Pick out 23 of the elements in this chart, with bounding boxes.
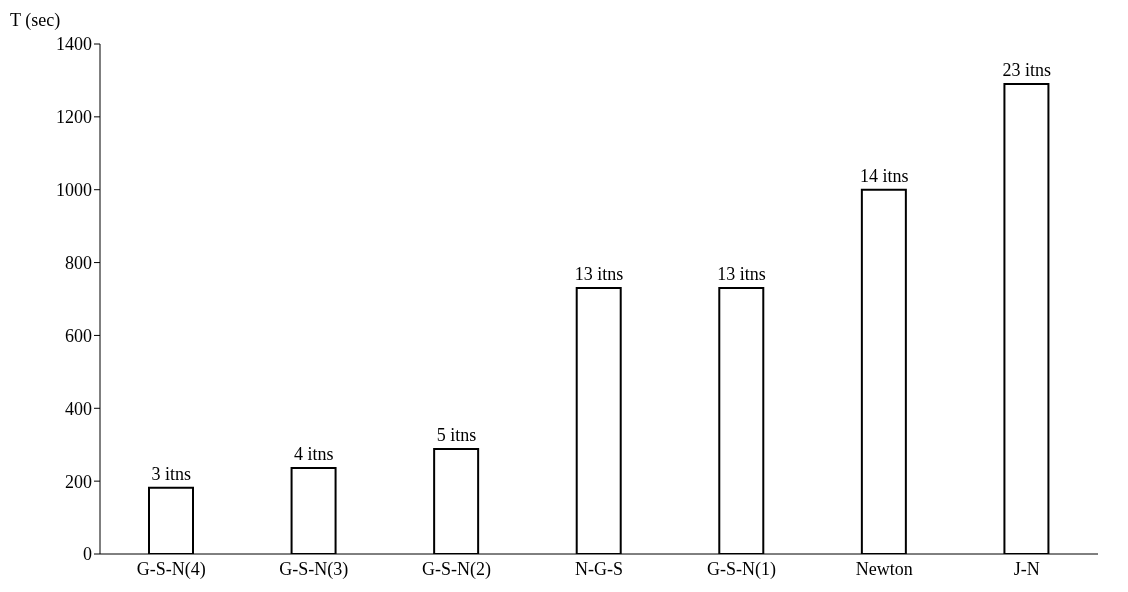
annotation: 4 itns [294, 444, 334, 465]
y-tick-label: 1200 [56, 107, 92, 128]
y-tick-label: 0 [83, 544, 92, 565]
x-tick-label: Newton [855, 558, 913, 579]
y-tick-label: 1000 [56, 180, 92, 201]
annotation: 3 itns [151, 463, 192, 484]
annotation: 5 itns [436, 425, 477, 446]
annotation: 13 itns [574, 264, 624, 285]
y-tick-label: 800 [65, 252, 92, 273]
y-axis-title: T (sec) [10, 10, 61, 31]
y-tick-label: 200 [65, 471, 92, 492]
y-tick-label: 400 [65, 398, 92, 419]
annotation: 23 itns [1002, 60, 1051, 81]
x-tick-label: G-S-N(3) [279, 558, 349, 580]
x-tick-label: J-N [1013, 558, 1040, 579]
y-tick-label: 600 [65, 325, 92, 346]
annotation: 14 itns [859, 165, 909, 186]
x-tick-label: N-G-S [575, 558, 623, 579]
annotation: 13 itns [717, 264, 766, 285]
x-tick-label: G-S-N(1) [707, 558, 777, 580]
x-tick-label: G-S-N(4) [136, 558, 206, 580]
y-tick-label: 1400 [56, 34, 92, 55]
x-tick-label: G-S-N(2) [421, 558, 491, 580]
